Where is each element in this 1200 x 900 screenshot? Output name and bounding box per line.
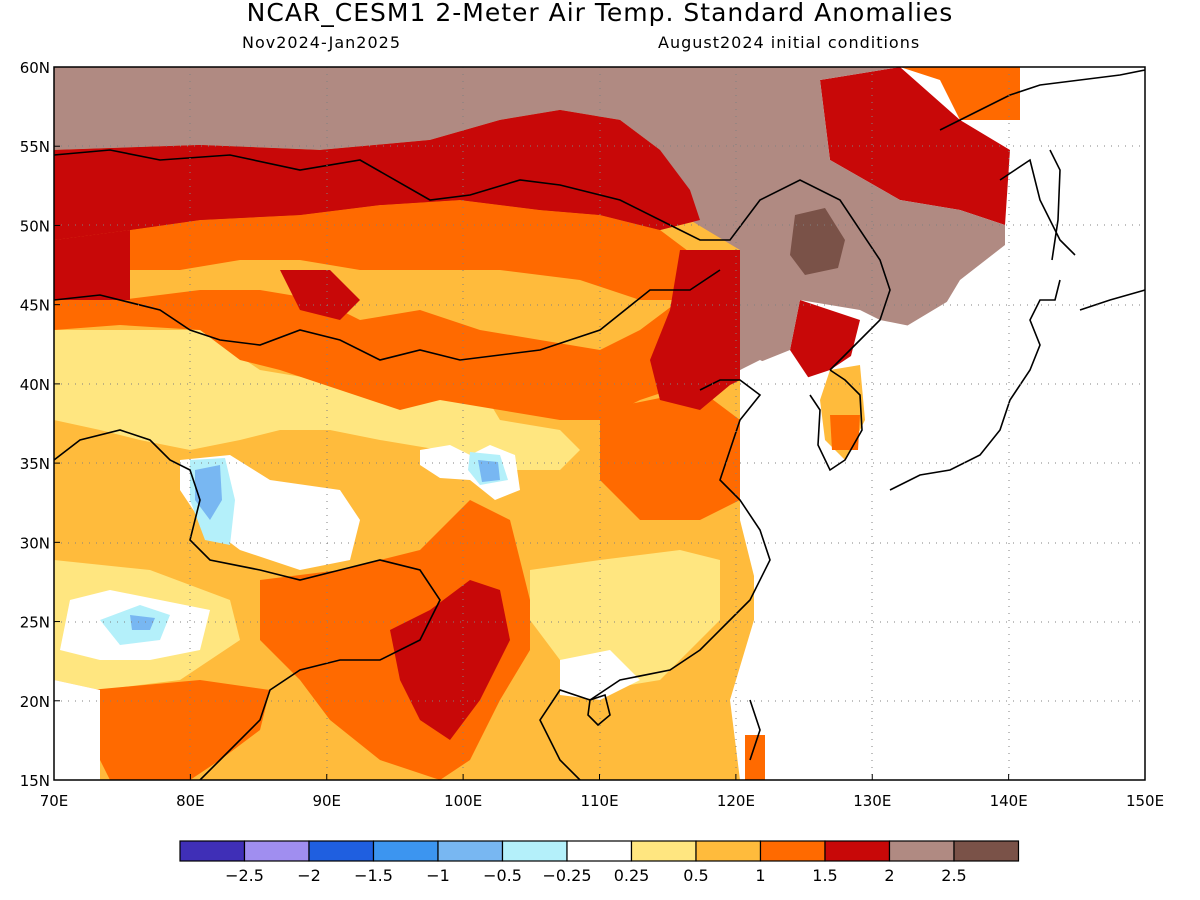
lat-tick-label: 25N <box>20 614 50 632</box>
lat-tick-label: 55N <box>20 138 50 156</box>
colorbar-swatch <box>372 840 439 862</box>
anomaly-region-15-2 <box>790 300 860 380</box>
colorbar-swatch <box>243 840 310 862</box>
colorbar-swatch <box>695 840 762 862</box>
coastlines <box>54 69 1145 780</box>
anomaly-region-15-2 <box>280 270 360 320</box>
lat-tick-label: 35N <box>20 455 50 473</box>
colorbar-swatch <box>566 840 633 862</box>
anomaly-region-1-15 <box>130 200 700 300</box>
colorbar-label: 0.5 <box>683 866 708 885</box>
lon-tick-label: 130E <box>853 792 891 810</box>
anomaly-field <box>54 67 1145 780</box>
lon-tick-label: 150E <box>1126 792 1164 810</box>
lon-tick-label: 80E <box>176 792 205 810</box>
colorbar-label: −0.5 <box>483 866 522 885</box>
lat-tick-label: 20N <box>20 693 50 711</box>
colorbar: −2.5 −2 −1.5 −1 −0.5 −0.25 0.25 0.5 1 1.5 2 2.5 <box>179 840 1020 885</box>
colorbar-label: −1.5 <box>354 866 393 885</box>
colorbar-label: 2 <box>884 866 894 885</box>
lat-tick-label: 15N <box>20 772 50 790</box>
colorbar-swatch <box>824 840 891 862</box>
colorbar-label: −2 <box>297 866 321 885</box>
colorbar-label: 1 <box>755 866 765 885</box>
colorbar-swatch <box>308 840 375 862</box>
anomaly-region-15-2 <box>54 110 700 240</box>
anomaly-region-025-05 <box>530 550 720 690</box>
anomaly-region-2-25 <box>54 67 1005 370</box>
colorbar-label: −1 <box>426 866 450 885</box>
colorbar-swatch <box>179 840 246 862</box>
colorbar-swatch <box>953 840 1020 862</box>
lon-tick-label: 140E <box>990 792 1028 810</box>
colorbar-label: 1.5 <box>812 866 837 885</box>
anomaly-region-025-05 <box>54 330 580 470</box>
colorbar-swatch <box>759 840 826 862</box>
colorbar-swatch <box>437 840 504 862</box>
colorbar-swatch <box>501 840 568 862</box>
lon-tick-label: 100E <box>444 792 482 810</box>
anomaly-region-neg-05-1 <box>130 615 155 630</box>
lat-tick-label: 45N <box>20 297 50 315</box>
anomaly-region-1-15 <box>900 67 1020 120</box>
colorbar-swatch <box>888 840 955 862</box>
lon-tick-label: 90E <box>312 792 341 810</box>
anomaly-region-1-15 <box>600 390 740 520</box>
anomaly-region-near-zero <box>560 650 640 700</box>
anomaly-region-1-15 <box>745 735 765 780</box>
anomaly-region-15-2 <box>390 580 510 740</box>
lat-tick-label: 30N <box>20 534 50 552</box>
lon-tick-label: 70E <box>40 792 69 810</box>
colorbar-label: 0.25 <box>614 866 650 885</box>
lon-tick-label: 110E <box>580 792 618 810</box>
lat-tick-label: 50N <box>20 217 50 235</box>
colorbar-label: −0.25 <box>542 866 591 885</box>
forecast-period: Nov2024-Jan2025 <box>242 33 401 52</box>
map-title: NCAR_CESM1 2-Meter Air Temp. Standard An… <box>246 0 954 27</box>
lon-tick-label: 120E <box>717 792 755 810</box>
lat-tick-label: 60N <box>20 59 50 77</box>
ocean-masked <box>730 67 1145 780</box>
initial-conditions: August2024 initial conditions <box>658 33 921 52</box>
anomaly-region-1-15 <box>54 290 700 420</box>
ocean-masked <box>54 680 100 780</box>
anomaly-region-neg-05-1 <box>478 460 500 482</box>
anomaly-region-15-2 <box>54 230 130 300</box>
colorbar-label: 2.5 <box>941 866 966 885</box>
lat-tick-label: 40N <box>20 376 50 394</box>
colorbar-label: −2.5 <box>225 866 264 885</box>
anomaly-region-neg-05-1 <box>195 465 222 520</box>
colorbar-swatch <box>630 840 697 862</box>
anomaly-region-1-15 <box>830 415 860 450</box>
axis-labels: 60N 55N 50N 45N 40N 35N 30N 25N 20N 15N 70E 80E 90E 1… <box>20 59 1164 810</box>
